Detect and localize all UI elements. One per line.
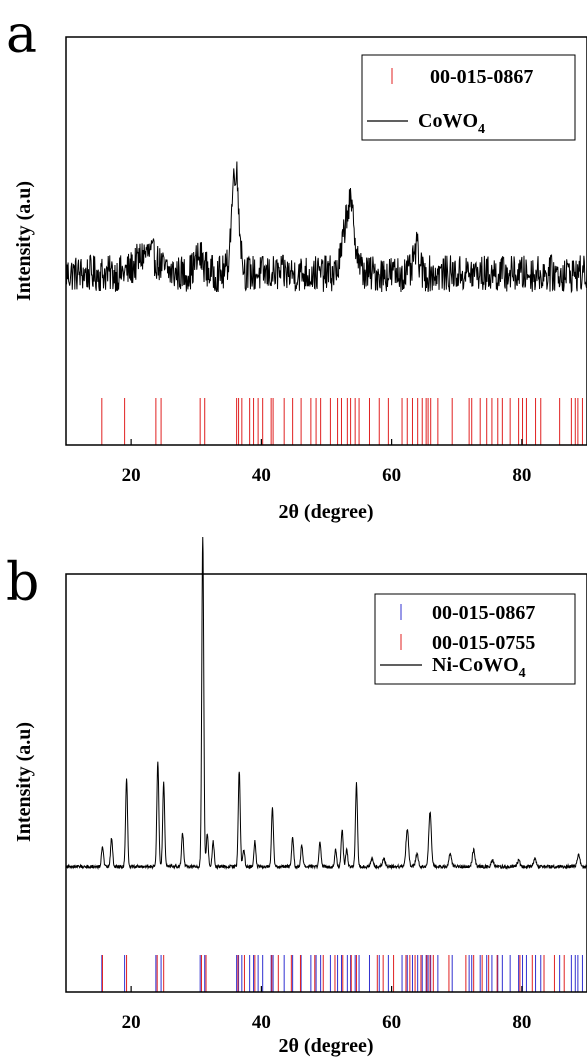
panel-b-legend-ref1-label: 00-015-0867 xyxy=(432,602,535,624)
panel-b-letter: b xyxy=(6,553,39,613)
panel-b: b 20 40 60 80 2θ (degree) Intensity (a.u) 0… xyxy=(6,536,587,1057)
panel-b-legend: 00-015-0867 00-015-0755 Ni-CoWO4 xyxy=(374,593,576,685)
panel-b-series-line xyxy=(65,536,587,871)
panel-a-reference-lines xyxy=(101,398,583,445)
panel-b-x-tick-label: 60 xyxy=(382,1012,401,1033)
panel-b-x-tick-label: 20 xyxy=(122,1012,141,1033)
panel-a-x-tick-label: 20 xyxy=(122,465,141,486)
panel-b-y-axis-label: Intensity (a.u) xyxy=(13,722,35,842)
panel-a: a 20 40 60 80 2θ (degree) Intensity (a.u) 0… xyxy=(6,5,587,523)
panel-b-x-axis-label: 2θ (degree) xyxy=(278,1035,373,1057)
panel-a-x-ticks: 20 40 60 80 xyxy=(122,439,531,486)
panel-a-x-tick-label: 80 xyxy=(512,465,531,486)
panel-b-plot-frame xyxy=(65,573,587,993)
panel-a-x-axis-label: 2θ (degree) xyxy=(278,501,373,523)
panel-b-legend-line-label: Ni-CoWO4 xyxy=(432,654,526,681)
panel-b-x-tick-label: 80 xyxy=(512,1012,531,1033)
panel-a-legend: 00-015-0867 CoWO4 xyxy=(361,54,576,141)
panel-b-reference-lines xyxy=(101,955,583,992)
panel-a-series-line xyxy=(65,161,587,294)
panel-a-legend-box xyxy=(361,54,576,141)
panel-b-legend-ref2-label: 00-015-0755 xyxy=(432,632,535,654)
panel-a-legend-line-label: CoWO4 xyxy=(418,110,485,137)
panel-a-x-tick-label: 60 xyxy=(382,465,401,486)
panel-a-letter: a xyxy=(6,5,37,65)
panel-a-plot-frame xyxy=(65,36,587,446)
panel-a-legend-ref-label: 00-015-0867 xyxy=(430,66,533,88)
panel-a-y-axis-label: Intensity (a.u) xyxy=(13,181,35,301)
panel-b-x-tick-label: 40 xyxy=(252,1012,271,1033)
panel-b-legend-box xyxy=(374,593,576,685)
panel-a-x-tick-label: 40 xyxy=(252,465,271,486)
panel-b-x-ticks: 20 40 60 80 xyxy=(122,986,531,1033)
